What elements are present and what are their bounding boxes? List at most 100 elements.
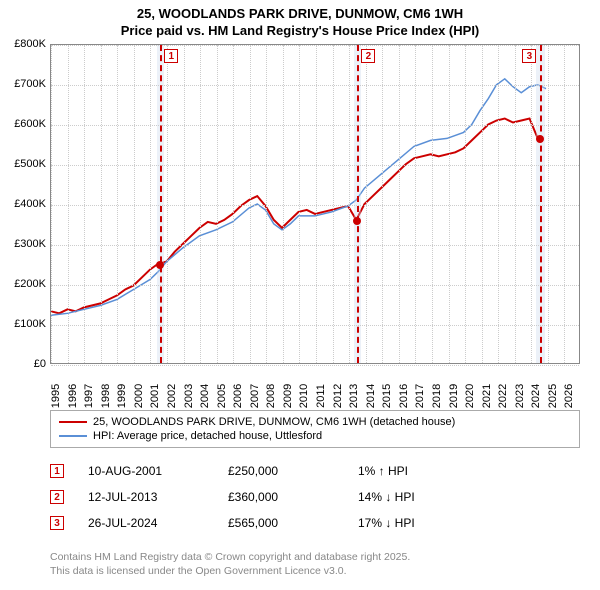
x-tick-label: 2011 bbox=[315, 384, 327, 408]
x-axis: 1995199619971998199920002001200220032004… bbox=[50, 366, 580, 406]
event-number-box: 2 bbox=[50, 490, 64, 504]
y-tick-label: £0 bbox=[34, 358, 46, 370]
y-axis: £0£100K£200K£300K£400K£500K£600K£700K£80… bbox=[0, 44, 48, 364]
x-tick-label: 2009 bbox=[282, 384, 294, 408]
title-block: 25, WOODLANDS PARK DRIVE, DUNMOW, CM6 1W… bbox=[0, 0, 600, 42]
gridline-v bbox=[233, 45, 234, 363]
gridline-v bbox=[349, 45, 350, 363]
x-tick-label: 2023 bbox=[514, 384, 526, 408]
gridline-v bbox=[316, 45, 317, 363]
x-tick-label: 2012 bbox=[332, 384, 344, 408]
y-tick-label: £400K bbox=[14, 198, 46, 210]
event-delta: 17% ↓ HPI bbox=[358, 516, 478, 530]
marker-line bbox=[357, 45, 359, 363]
event-number-box: 1 bbox=[50, 464, 64, 478]
marker-line bbox=[160, 45, 162, 363]
marker-box: 1 bbox=[164, 49, 178, 63]
legend-row: 25, WOODLANDS PARK DRIVE, DUNMOW, CM6 1W… bbox=[59, 415, 571, 429]
gridline-v bbox=[531, 45, 532, 363]
event-row: 110-AUG-2001£250,0001% ↑ HPI bbox=[50, 458, 580, 484]
figure-container: 25, WOODLANDS PARK DRIVE, DUNMOW, CM6 1W… bbox=[0, 0, 600, 590]
footer-line-1: Contains HM Land Registry data © Crown c… bbox=[50, 550, 580, 564]
gridline-h bbox=[51, 285, 579, 286]
event-price: £565,000 bbox=[228, 516, 358, 530]
legend-label: 25, WOODLANDS PARK DRIVE, DUNMOW, CM6 1W… bbox=[93, 416, 455, 428]
x-tick-label: 2005 bbox=[216, 384, 228, 408]
x-tick-label: 2020 bbox=[464, 384, 476, 408]
gridline-v bbox=[366, 45, 367, 363]
gridline-v bbox=[399, 45, 400, 363]
x-tick-label: 1999 bbox=[116, 384, 128, 408]
legend-label: HPI: Average price, detached house, Uttl… bbox=[93, 430, 322, 442]
gridline-v bbox=[498, 45, 499, 363]
event-date: 26-JUL-2024 bbox=[88, 516, 228, 530]
y-tick-label: £300K bbox=[14, 238, 46, 250]
event-delta: 14% ↓ HPI bbox=[358, 490, 478, 504]
x-tick-label: 2024 bbox=[530, 384, 542, 408]
gridline-h bbox=[51, 125, 579, 126]
event-price: £250,000 bbox=[228, 464, 358, 478]
event-row: 2 12-JUL-2013£360,00014% ↓ HPI bbox=[50, 484, 580, 510]
events-table: 110-AUG-2001£250,0001% ↑ HPI212-JUL-2013… bbox=[50, 458, 580, 536]
event-price: £360,000 bbox=[228, 490, 358, 504]
x-tick-label: 1995 bbox=[50, 384, 62, 408]
x-tick-label: 2019 bbox=[448, 384, 460, 408]
event-row: 3 26-JUL-2024£565,00017% ↓ HPI bbox=[50, 510, 580, 536]
gridline-v bbox=[283, 45, 284, 363]
x-tick-label: 1996 bbox=[67, 384, 79, 408]
gridline-v bbox=[333, 45, 334, 363]
footer-line-2: This data is licensed under the Open Gov… bbox=[50, 564, 580, 578]
gridline-h bbox=[51, 45, 579, 46]
gridline-v bbox=[250, 45, 251, 363]
x-tick-label: 2008 bbox=[265, 384, 277, 408]
x-tick-label: 2010 bbox=[298, 384, 310, 408]
chart-plot-area: 123 bbox=[50, 44, 580, 364]
event-date: 12-JUL-2013 bbox=[88, 490, 228, 504]
gridline-h bbox=[51, 325, 579, 326]
gridline-h bbox=[51, 165, 579, 166]
event-date: 10-AUG-2001 bbox=[88, 464, 228, 478]
x-tick-label: 2017 bbox=[414, 384, 426, 408]
x-tick-label: 2000 bbox=[133, 384, 145, 408]
x-tick-label: 2006 bbox=[232, 384, 244, 408]
y-tick-label: £600K bbox=[14, 118, 46, 130]
x-tick-label: 2022 bbox=[497, 384, 509, 408]
legend: 25, WOODLANDS PARK DRIVE, DUNMOW, CM6 1W… bbox=[50, 410, 580, 448]
legend-swatch bbox=[59, 435, 87, 437]
gridline-h bbox=[51, 205, 579, 206]
data-point-dot bbox=[353, 217, 361, 225]
gridline-v bbox=[150, 45, 151, 363]
gridline-v bbox=[84, 45, 85, 363]
x-tick-label: 2013 bbox=[348, 384, 360, 408]
plot-svg bbox=[51, 45, 579, 363]
title-line-2: Price paid vs. HM Land Registry's House … bbox=[0, 23, 600, 40]
gridline-v bbox=[415, 45, 416, 363]
gridline-v bbox=[266, 45, 267, 363]
x-tick-label: 2014 bbox=[365, 384, 377, 408]
y-tick-label: £700K bbox=[14, 78, 46, 90]
event-number-box: 3 bbox=[50, 516, 64, 530]
gridline-v bbox=[548, 45, 549, 363]
x-tick-label: 2003 bbox=[183, 384, 195, 408]
gridline-v bbox=[382, 45, 383, 363]
gridline-v bbox=[200, 45, 201, 363]
gridline-h bbox=[51, 85, 579, 86]
marker-box: 2 bbox=[361, 49, 375, 63]
x-tick-label: 2001 bbox=[149, 384, 161, 408]
gridline-v bbox=[167, 45, 168, 363]
x-tick-label: 2018 bbox=[431, 384, 443, 408]
data-point-dot bbox=[536, 135, 544, 143]
gridline-v bbox=[184, 45, 185, 363]
gridline-v bbox=[68, 45, 69, 363]
y-tick-label: £500K bbox=[14, 158, 46, 170]
x-tick-label: 2016 bbox=[398, 384, 410, 408]
y-tick-label: £200K bbox=[14, 278, 46, 290]
gridline-v bbox=[117, 45, 118, 363]
x-tick-label: 2021 bbox=[481, 384, 493, 408]
data-point-dot bbox=[156, 261, 164, 269]
y-tick-label: £100K bbox=[14, 318, 46, 330]
x-tick-label: 1998 bbox=[100, 384, 112, 408]
gridline-h bbox=[51, 245, 579, 246]
x-tick-label: 2007 bbox=[249, 384, 261, 408]
x-tick-label: 2025 bbox=[547, 384, 559, 408]
